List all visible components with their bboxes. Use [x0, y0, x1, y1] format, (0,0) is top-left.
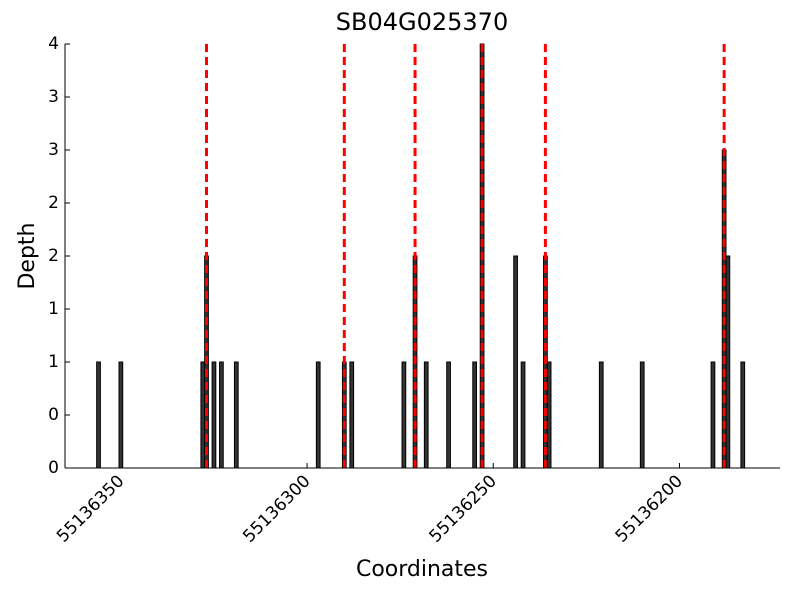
bar	[423, 361, 429, 469]
y-tick-label: 2	[48, 193, 59, 213]
bar	[118, 361, 124, 469]
x-tick-label: 55136250	[425, 471, 500, 546]
x-axis-label: Coordinates	[356, 557, 488, 582]
bar	[639, 361, 645, 469]
y-axis-label: Depth	[15, 222, 40, 289]
bar	[446, 361, 451, 469]
y-tick-label: 0	[48, 458, 59, 478]
y-tick-label: 2	[48, 246, 59, 266]
bar	[710, 361, 716, 469]
bar	[200, 361, 206, 469]
bar	[211, 361, 217, 469]
y-tick-label: 1	[48, 352, 59, 372]
y-tick-label: 3	[48, 87, 59, 107]
y-tick-label: 3	[48, 140, 59, 160]
bar	[472, 361, 477, 469]
x-tick-label: 55136350	[53, 471, 128, 546]
bar	[725, 255, 731, 469]
bar	[233, 361, 239, 469]
bar	[401, 361, 407, 469]
bar	[219, 361, 224, 469]
bar	[598, 361, 604, 469]
bar	[520, 361, 526, 469]
y-tick-label: 1	[48, 299, 59, 319]
bar	[315, 361, 321, 469]
bar	[740, 361, 746, 469]
chart-title: SB04G025370	[336, 8, 508, 36]
bar	[349, 361, 355, 469]
y-tick-label: 0	[48, 405, 59, 425]
bar	[546, 361, 552, 469]
y-tick-label: 4	[48, 34, 59, 54]
x-tick-label: 55136200	[612, 471, 687, 546]
bar	[96, 361, 101, 469]
x-tick-label: 55136300	[239, 471, 314, 546]
bar	[513, 255, 518, 469]
